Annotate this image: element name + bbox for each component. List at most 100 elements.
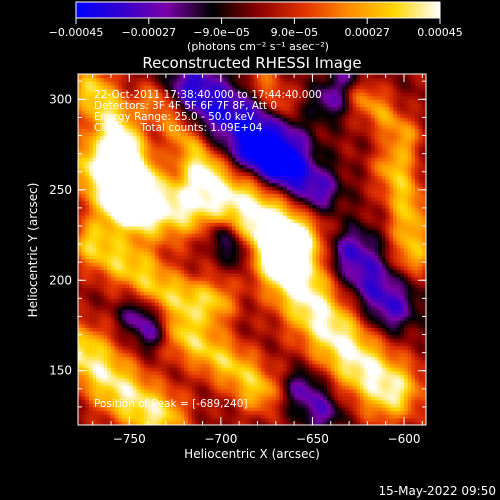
heatmap-cell [217,385,222,390]
heatmap-cell [85,197,90,202]
heatmap-cell [132,168,138,173]
heatmap-cell [206,95,211,100]
heatmap-cell [202,410,207,415]
heatmap-cell [198,323,204,328]
heatmap-cell [198,124,204,129]
heatmap-cell [81,280,86,285]
heatmap-cell [88,74,94,79]
heatmap-cell [228,74,233,79]
heatmap-cell [165,204,171,209]
heatmap-cell [173,410,178,415]
heatmap-cell [107,359,112,365]
heatmap-cell [173,229,178,234]
heatmap-cell [165,273,171,278]
heatmap-cell [78,128,83,133]
heatmap-cell [191,81,196,86]
heatmap-cell [92,95,97,100]
heatmap-cell [213,294,218,299]
heatmap-cell [151,327,156,332]
heatmap-cell [235,218,240,223]
heatmap-cell [242,124,248,129]
heatmap-cell [110,323,116,328]
heatmap-cell [213,406,218,412]
heatmap-cell [180,251,185,256]
heatmap-cell [103,218,108,223]
heatmap-cell [78,204,83,209]
heatmap-cell [129,171,134,176]
heatmap-cell [187,363,193,368]
heatmap-cell [195,117,200,122]
heatmap-cell [202,388,207,394]
heatmap-cell [231,160,237,166]
heatmap-cell [78,334,83,339]
heatmap-cell [220,236,226,242]
heatmap-cell [239,265,244,271]
heatmap-cell [92,280,97,285]
heatmap-cell [261,77,266,82]
heatmap-cell [136,218,141,223]
heatmap-cell [132,269,138,274]
heatmap-cell [253,320,259,325]
heatmap-cell [147,121,152,126]
heatmap-cell [191,330,196,336]
heatmap-cell [132,280,138,285]
heatmap-cell [250,410,255,415]
heatmap-cell [78,385,83,390]
heatmap-cell [88,102,94,108]
heatmap-cell [213,225,218,231]
heatmap-cell [158,197,163,202]
heatmap-cell [228,88,233,93]
heatmap-cell [92,262,97,267]
heatmap-cell [253,388,259,394]
heatmap-cell [114,298,119,303]
heatmap-cell [114,345,119,350]
heatmap-cell [132,189,138,195]
heatmap-cell [250,291,255,296]
heatmap-cell [162,77,167,82]
heatmap-cell [224,128,229,133]
heatmap-cell [132,117,138,122]
heatmap-cell [180,330,185,336]
heatmap-cell [78,406,83,412]
heatmap-cell [184,77,189,82]
heatmap-cell [242,175,248,180]
heatmap-cell [257,305,262,310]
heatmap-cell [140,392,145,397]
heatmap-cell [239,298,244,303]
heatmap-cell [246,92,251,97]
heatmap-cell [88,222,94,227]
heatmap-cell [129,131,134,137]
heatmap-cell [176,128,182,133]
heatmap-cell [136,254,141,260]
heatmap-cell [92,334,97,339]
heatmap-cell [114,117,119,122]
heatmap-cell [103,370,108,375]
heatmap-cell [121,269,127,274]
heatmap-cell [220,88,226,93]
heatmap-cell [187,135,193,140]
heatmap-cell [88,305,94,310]
heatmap-cell [85,247,90,252]
heatmap-cell [231,388,237,394]
heatmap-cell [224,356,229,361]
heatmap-cell [154,236,160,242]
heatmap-cell [239,399,244,404]
heatmap-cell [125,385,130,390]
heatmap-cell [235,396,240,401]
heatmap-cell [195,149,200,155]
heatmap-cell [81,363,86,368]
heatmap-cell [85,316,90,321]
heatmap-cell [239,330,244,336]
heatmap-cell [173,262,178,267]
heatmap-cell [110,283,116,289]
heatmap-cell [176,81,182,86]
heatmap-cell [107,305,112,310]
heatmap-cell [198,171,204,176]
heatmap-cell [110,312,116,318]
heatmap-cell [195,178,200,184]
heatmap-cell [165,88,171,93]
heatmap-cell [231,95,237,100]
heatmap-cell [246,338,251,343]
heatmap-cell [96,370,101,375]
heatmap-cell [78,211,83,216]
